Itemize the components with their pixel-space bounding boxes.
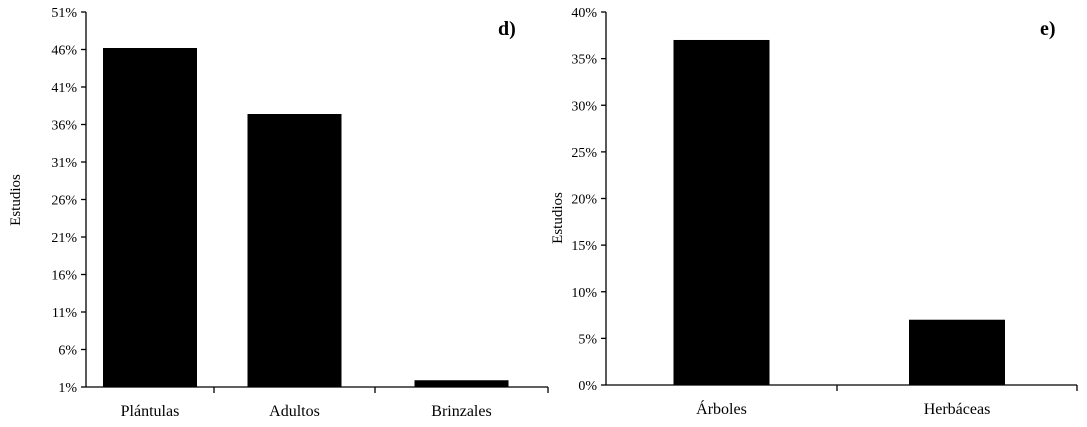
y-tick-label: 35% [571,53,597,68]
y-tick-label: 10% [571,286,597,301]
bar [103,48,197,387]
y-tick-label: 36% [51,119,77,134]
y-tick-label: 51% [51,6,77,21]
y-tick-label: 25% [571,146,597,161]
x-category-label: Adultos [269,403,320,420]
x-category-label: Árboles [696,399,747,418]
y-tick-label: 31% [51,156,77,171]
bar [247,114,342,387]
panel-label: e) [1040,18,1056,40]
x-category-label: Plántulas [121,403,180,420]
bar [909,319,1005,385]
y-tick-label: 40% [571,6,597,21]
y-tick-label: 1% [58,381,77,396]
y-tick-label: 6% [58,344,77,359]
chart-panel-d: 1% 6% 11% 16% 21% 26% 31% 36% 41% 46% 51% Plántula… [8,6,549,420]
y-tick-label: 0% [578,379,597,394]
y-tick-label: 41% [51,81,77,96]
y-tick-label: 26% [51,194,77,209]
bar [673,39,770,385]
y-tick-label: 5% [578,332,597,347]
y-tick-label: 15% [571,239,597,254]
y-tick-label: 11% [52,306,77,321]
x-category-label: Herbáceas [924,401,991,418]
x-category-label: Brinzales [431,403,491,420]
y-tick-label: 30% [571,99,597,114]
bar [414,380,509,387]
y-tick-label: 21% [51,231,77,246]
y-tick-label: 46% [51,44,77,59]
y-tick-label: 16% [51,269,77,284]
y-tick-label: 20% [571,193,597,208]
y-axis-label: Estudios [550,192,566,244]
chart-panel-e: 0% 5% 10% 15% 20% 25% 30% 35% 40% Árboles Herbáce… [550,6,1078,418]
y-axis-label: Estudios [8,174,24,226]
panel-label: d) [498,18,516,40]
